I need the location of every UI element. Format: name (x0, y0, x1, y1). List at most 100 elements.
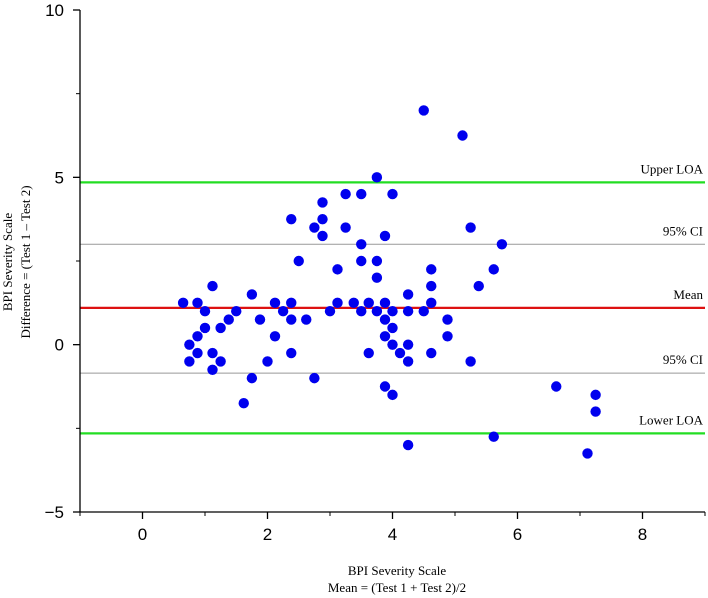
data-point (402, 289, 414, 300)
data-point (363, 297, 374, 309)
data-point (402, 339, 414, 350)
data-point (286, 347, 297, 359)
data-point (379, 297, 391, 309)
data-point (340, 222, 351, 233)
data-point (402, 306, 414, 317)
y-axis-title-line1: BPI Severity Scale (0, 213, 15, 311)
data-point (465, 222, 476, 233)
data-point (293, 255, 304, 267)
data-point (356, 188, 367, 200)
y-axis-ticks: −5 0 5 10 (45, 1, 80, 522)
data-points (177, 105, 601, 459)
data-point (488, 431, 499, 442)
data-point (387, 389, 398, 401)
data-point (309, 222, 320, 233)
data-point (426, 297, 437, 309)
data-point (387, 306, 398, 317)
data-point (192, 347, 203, 359)
data-point (387, 188, 398, 200)
data-point (177, 297, 189, 309)
data-point (286, 297, 297, 309)
data-point (332, 297, 343, 309)
x-tick-label: 4 (388, 525, 397, 544)
x-axis-ticks: 0 2 4 6 8 (79, 512, 706, 544)
reference-line-label: Mean (673, 287, 703, 302)
data-point (184, 339, 195, 350)
data-point (317, 197, 328, 208)
data-point (269, 297, 281, 309)
reference-line-label: 95% CI (663, 223, 703, 238)
data-point (277, 306, 289, 317)
data-point (442, 331, 453, 342)
data-point (426, 347, 437, 359)
reference-line-label: Upper LOA (641, 161, 704, 176)
data-point (301, 314, 312, 325)
data-point (192, 331, 203, 342)
data-point (402, 439, 414, 451)
data-point (488, 264, 499, 275)
data-point (317, 213, 328, 225)
data-point (332, 264, 343, 275)
data-point (371, 272, 383, 283)
data-point (457, 130, 468, 141)
data-point (418, 105, 429, 116)
data-point (387, 322, 398, 334)
x-tick-label: 6 (513, 525, 522, 544)
data-point (371, 255, 383, 267)
x-axis-title-line1: BPI Severity Scale (348, 563, 446, 578)
data-point (418, 306, 429, 317)
data-point (590, 389, 601, 401)
data-point (356, 306, 367, 317)
data-point (348, 297, 359, 309)
data-point (379, 381, 391, 392)
data-point (426, 264, 437, 275)
data-point (590, 406, 601, 417)
reference-line-label: Lower LOA (639, 412, 704, 427)
data-point (356, 239, 367, 250)
reference-line-labels: Upper LOA 95% CI Mean 95% CI Lower LOA (639, 161, 704, 427)
data-point (246, 372, 258, 384)
data-point (371, 306, 383, 317)
data-point (426, 280, 437, 292)
data-point (199, 306, 211, 317)
data-point (309, 372, 320, 384)
axes (79, 10, 705, 513)
axis-titles: BPI Severity Scale Mean = (Test 1 + Test… (0, 185, 466, 595)
data-point (340, 188, 351, 200)
x-tick-label: 0 (138, 525, 147, 544)
data-point (246, 289, 258, 300)
data-point (199, 322, 211, 334)
data-point (402, 356, 414, 367)
x-axis-title-line2: Mean = (Test 1 + Test 2)/2 (328, 580, 466, 595)
data-point (238, 398, 249, 409)
data-point (363, 347, 374, 359)
data-point (192, 297, 203, 309)
data-point (551, 381, 562, 392)
y-tick-label: −5 (45, 503, 64, 522)
data-point (387, 339, 398, 350)
data-point (262, 356, 273, 367)
data-point (371, 172, 383, 183)
y-axis-title-line2: Difference = (Test 1 – Test 2) (18, 185, 33, 338)
data-point (286, 213, 297, 225)
data-point (379, 314, 391, 325)
data-point (324, 306, 336, 317)
data-point (215, 356, 226, 367)
x-tick-label: 8 (638, 525, 647, 544)
data-point (394, 347, 406, 359)
data-point (223, 314, 234, 325)
data-point (231, 306, 242, 317)
data-point (356, 255, 367, 267)
x-tick-label: 2 (263, 525, 272, 544)
data-point (184, 356, 195, 367)
data-point (379, 331, 391, 342)
data-point (215, 322, 226, 334)
data-point (473, 280, 484, 292)
data-point (286, 314, 297, 325)
data-point (207, 347, 218, 359)
y-tick-label: 10 (45, 1, 64, 20)
data-point (582, 448, 593, 459)
data-point (442, 314, 453, 325)
data-point (379, 230, 391, 242)
